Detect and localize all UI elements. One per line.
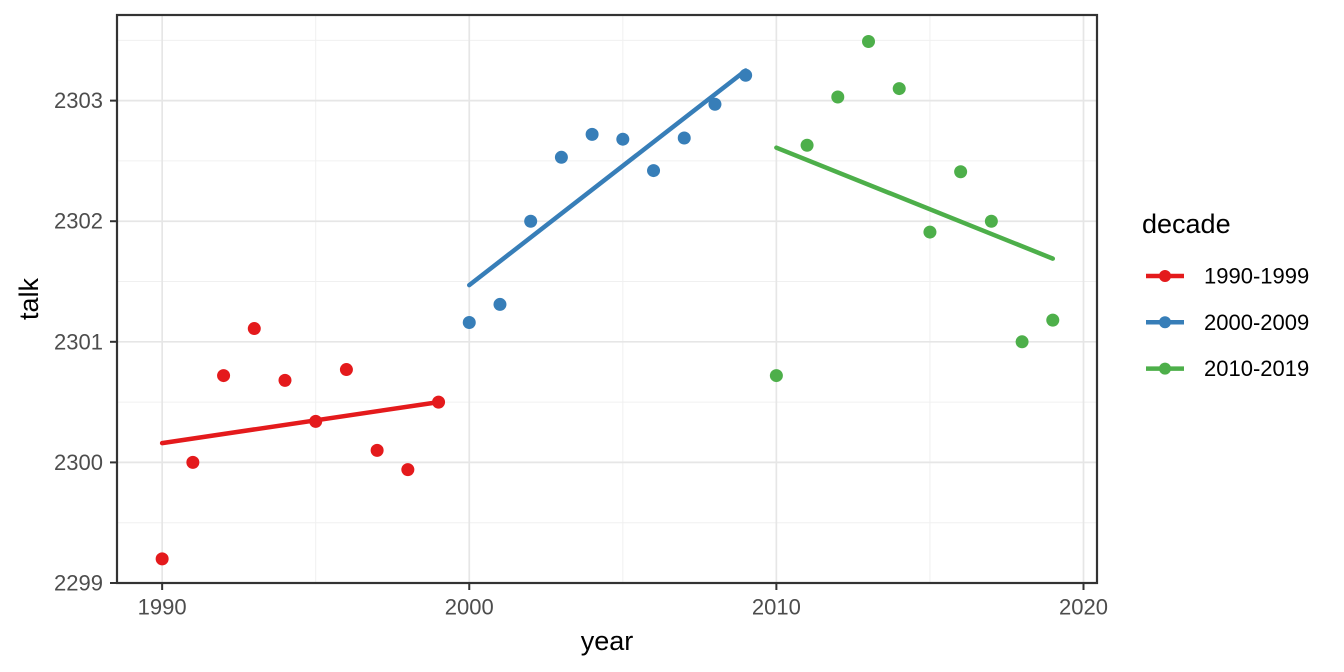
data-point	[524, 214, 538, 228]
data-point	[278, 373, 292, 387]
data-point	[585, 127, 599, 141]
data-point	[370, 443, 384, 457]
legend-entry-label: 2000-2009	[1204, 310, 1309, 335]
series-1990-1999	[155, 322, 446, 566]
data-point	[616, 132, 630, 146]
y-tick-label: 2302	[54, 209, 103, 234]
x-tick-label: 2020	[1059, 595, 1108, 620]
data-point	[339, 363, 353, 377]
data-point	[186, 455, 200, 469]
data-point	[432, 395, 446, 409]
x-tick-label: 2010	[752, 595, 801, 620]
trend-line	[774, 145, 1056, 261]
gridlines-major	[117, 15, 1097, 584]
y-tick-label: 2300	[54, 450, 103, 475]
legend-entry: 1990-1999	[1146, 264, 1309, 289]
data-point	[247, 322, 261, 336]
axis-ticks	[110, 99, 1085, 590]
y-axis-tick-labels: 2299 2300 2301 2302 2303	[54, 88, 103, 595]
data-point	[647, 164, 661, 178]
series-2000-2009	[462, 68, 753, 330]
x-tick-label: 1990	[138, 595, 187, 620]
x-tick-label: 2000	[445, 595, 494, 620]
data-point	[923, 225, 937, 239]
legend-key-point	[1159, 362, 1171, 375]
legend-key-point	[1159, 316, 1171, 329]
y-axis-title: talk	[14, 277, 44, 320]
y-tick-label: 2301	[54, 329, 103, 354]
data-point	[892, 82, 906, 96]
data-point	[554, 150, 568, 164]
y-tick-label: 2299	[54, 571, 103, 596]
data-point	[155, 552, 169, 566]
legend-entry: 2000-2009	[1146, 310, 1309, 335]
data-point	[831, 90, 845, 104]
data-point	[769, 369, 783, 383]
data-point	[493, 297, 507, 311]
data-point	[309, 414, 323, 428]
legend-key-point	[1159, 270, 1171, 282]
data-point	[1046, 313, 1060, 327]
data-point	[739, 68, 753, 82]
trend-line	[159, 399, 441, 446]
data-point	[708, 97, 722, 111]
legend-entry: 2010-2019	[1146, 356, 1309, 381]
data-point	[954, 165, 968, 179]
data-point	[862, 35, 876, 49]
data-point	[984, 214, 998, 228]
legend-entries: 1990-1999 2000-2009 2010-2019	[1146, 264, 1309, 381]
legend: decade 1990-1999 2000-2009 2010-2019	[1142, 209, 1309, 381]
data-point	[800, 138, 814, 152]
series-2010-2019	[769, 35, 1060, 383]
data-point	[1015, 335, 1029, 349]
data-point	[462, 316, 476, 330]
legend-title: decade	[1142, 209, 1231, 239]
x-axis-title: year	[581, 626, 634, 656]
y-tick-label: 2303	[54, 88, 103, 113]
legend-entry-label: 2010-2019	[1204, 356, 1309, 381]
gridlines-minor	[117, 15, 1097, 583]
panel-border	[115, 13, 1099, 585]
legend-entry-label: 1990-1999	[1204, 264, 1309, 289]
trend-line	[467, 68, 748, 288]
x-axis-tick-labels: 1990 2000 2010 2020	[138, 595, 1108, 620]
data-series-layer	[155, 35, 1060, 566]
data-point	[217, 369, 231, 383]
plot-panel	[117, 15, 1097, 583]
data-point	[677, 131, 691, 145]
data-point	[401, 463, 415, 477]
